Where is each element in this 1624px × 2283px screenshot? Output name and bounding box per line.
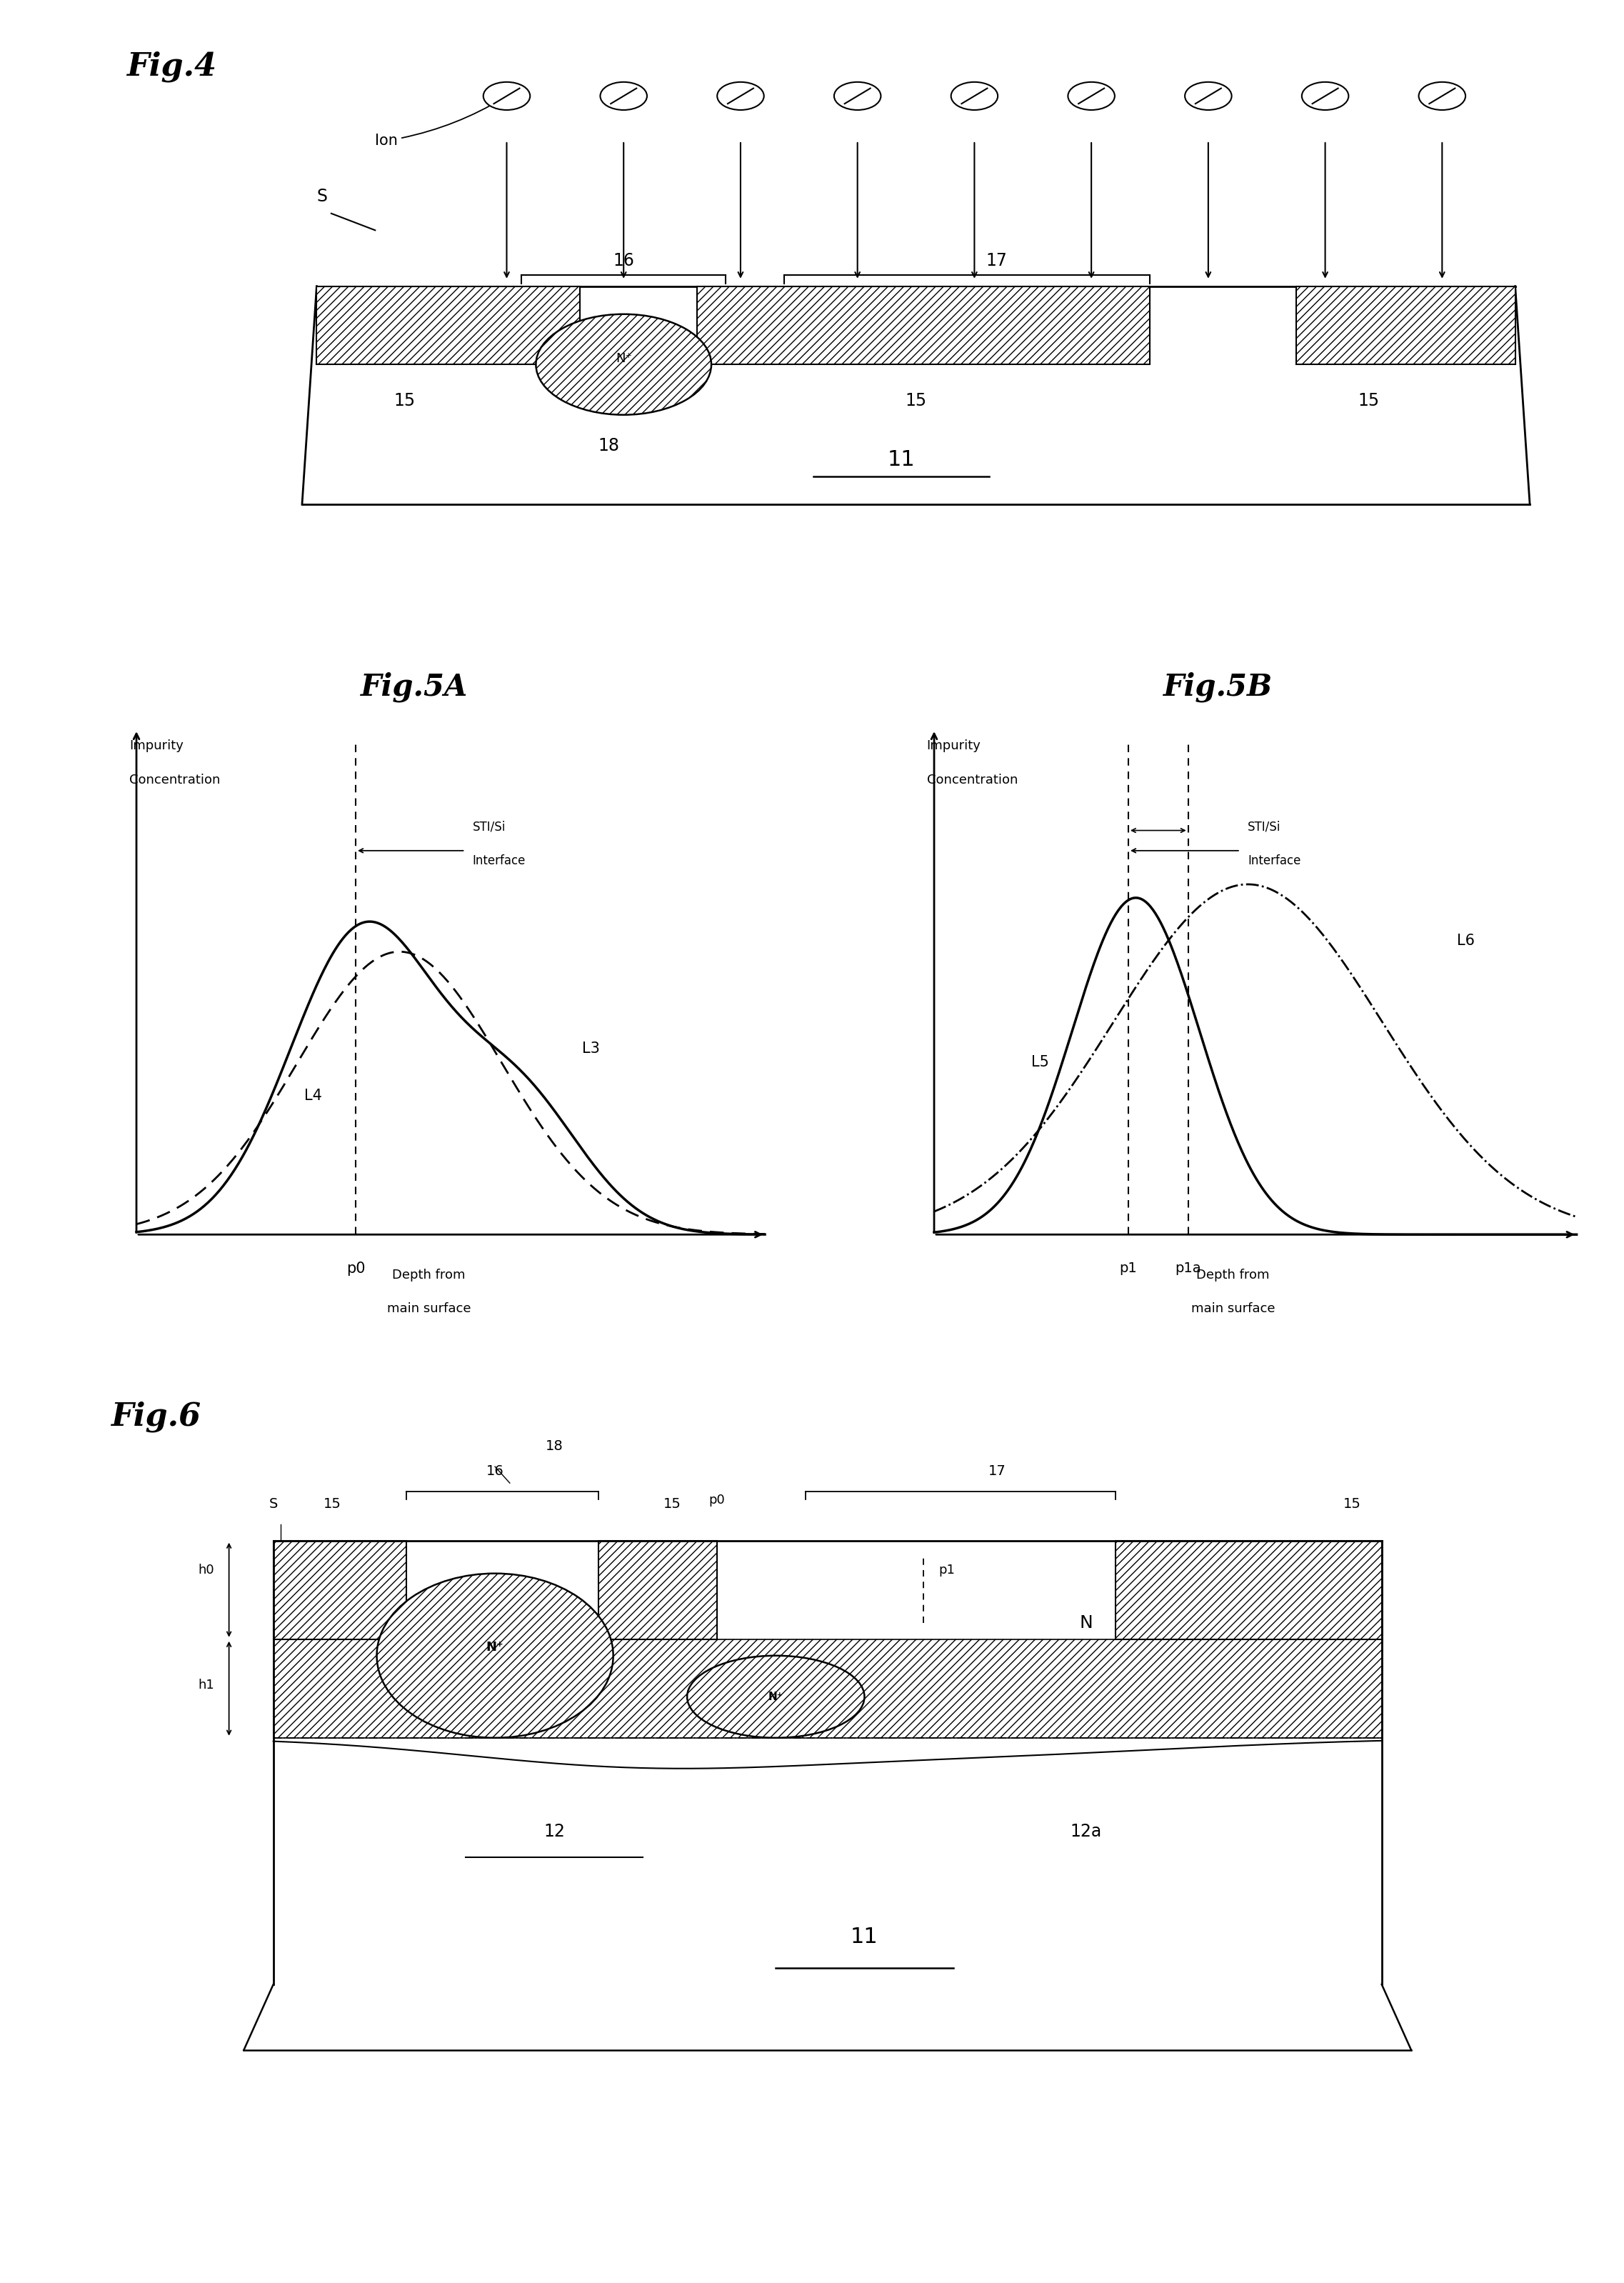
Ellipse shape xyxy=(835,82,880,110)
Ellipse shape xyxy=(536,315,711,416)
Bar xyxy=(273,1541,406,1639)
Bar xyxy=(317,285,580,365)
Text: L4: L4 xyxy=(305,1089,322,1103)
Bar xyxy=(273,1639,1382,1737)
Ellipse shape xyxy=(484,82,529,110)
Text: Impurity: Impurity xyxy=(130,740,184,753)
Text: Ion: Ion xyxy=(375,98,503,148)
Text: 15: 15 xyxy=(905,393,927,409)
Text: N⁺: N⁺ xyxy=(768,1692,783,1703)
Text: L5: L5 xyxy=(1031,1055,1049,1068)
Text: Impurity: Impurity xyxy=(927,740,981,753)
Text: 18: 18 xyxy=(598,438,620,454)
Ellipse shape xyxy=(377,1573,614,1737)
Text: Fig.5A: Fig.5A xyxy=(361,671,468,703)
Text: Concentration: Concentration xyxy=(130,774,221,785)
Ellipse shape xyxy=(687,1655,864,1737)
Text: 11: 11 xyxy=(887,450,916,470)
Text: h0: h0 xyxy=(198,1564,214,1575)
Text: h1: h1 xyxy=(198,1678,214,1692)
Text: 15: 15 xyxy=(1343,1498,1361,1511)
Text: Interface: Interface xyxy=(473,854,526,868)
Text: N⁺: N⁺ xyxy=(615,352,632,365)
Text: Depth from: Depth from xyxy=(391,1269,466,1281)
Text: 15: 15 xyxy=(323,1498,341,1511)
Text: N: N xyxy=(1080,1614,1093,1632)
Text: 17: 17 xyxy=(989,1463,1007,1477)
Text: 11: 11 xyxy=(851,1927,879,1947)
Bar xyxy=(1296,285,1515,365)
Text: S: S xyxy=(317,187,328,205)
Text: S: S xyxy=(270,1498,278,1511)
Text: N⁺: N⁺ xyxy=(486,1641,503,1653)
Bar xyxy=(273,1541,1382,1984)
Text: 17: 17 xyxy=(986,251,1007,269)
Text: Concentration: Concentration xyxy=(927,774,1018,785)
Ellipse shape xyxy=(1186,82,1231,110)
Text: Fig.4: Fig.4 xyxy=(127,50,216,82)
Text: p1: p1 xyxy=(939,1564,955,1575)
Ellipse shape xyxy=(952,82,997,110)
Text: 16: 16 xyxy=(612,251,635,269)
Text: Fig.5B: Fig.5B xyxy=(1163,671,1273,703)
Text: Fig.6: Fig.6 xyxy=(110,1402,201,1431)
Text: p1: p1 xyxy=(1119,1262,1137,1274)
Text: p0: p0 xyxy=(346,1262,365,1276)
Text: Depth from: Depth from xyxy=(1197,1269,1270,1281)
Text: p1a: p1a xyxy=(1176,1262,1202,1274)
Text: p0: p0 xyxy=(708,1493,724,1507)
Ellipse shape xyxy=(1069,82,1114,110)
Text: STI/Si: STI/Si xyxy=(1247,820,1281,833)
Ellipse shape xyxy=(1302,82,1348,110)
Text: 12: 12 xyxy=(544,1822,565,1840)
Text: main surface: main surface xyxy=(1190,1301,1275,1315)
Text: 15: 15 xyxy=(664,1498,680,1511)
Bar xyxy=(599,1541,716,1639)
Text: 16: 16 xyxy=(486,1463,503,1477)
Text: 15: 15 xyxy=(1358,393,1380,409)
Bar xyxy=(302,285,1530,505)
Ellipse shape xyxy=(601,82,646,110)
Bar xyxy=(697,285,1150,365)
Text: Interface: Interface xyxy=(1247,854,1301,868)
Bar xyxy=(1116,1541,1382,1639)
Ellipse shape xyxy=(1419,82,1465,110)
Text: L3: L3 xyxy=(583,1041,599,1055)
Text: main surface: main surface xyxy=(387,1301,471,1315)
Text: STI/Si: STI/Si xyxy=(473,820,505,833)
Text: 18: 18 xyxy=(546,1441,564,1452)
Text: L6: L6 xyxy=(1457,934,1475,947)
Ellipse shape xyxy=(718,82,763,110)
Text: 15: 15 xyxy=(393,393,416,409)
Text: 12a: 12a xyxy=(1070,1822,1103,1840)
